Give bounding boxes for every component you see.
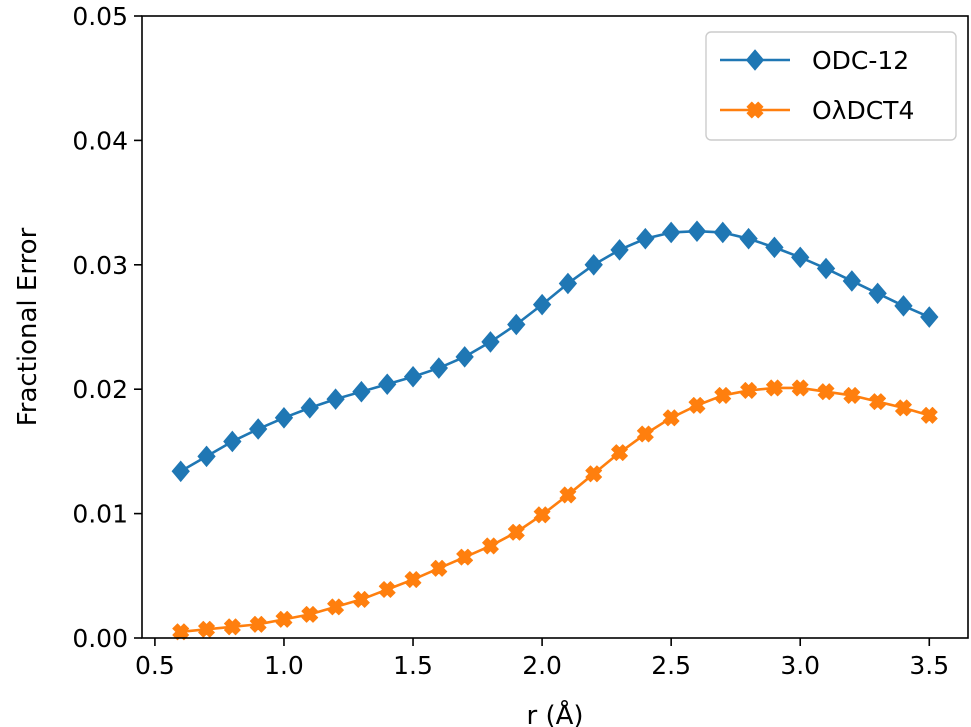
y-tick-label: 0.00 [72, 624, 128, 653]
data-point [869, 393, 887, 411]
data-point [920, 406, 938, 424]
data-point [482, 537, 499, 555]
data-point [843, 387, 861, 404]
data-point [300, 397, 319, 419]
data-point [817, 383, 835, 401]
series-line [180, 386, 930, 634]
data-point [533, 506, 551, 524]
series-1 [171, 220, 939, 483]
legend-marker [746, 101, 764, 119]
data-point [172, 623, 190, 641]
data-point [687, 220, 707, 242]
data-point [688, 396, 706, 414]
data-point [610, 239, 629, 261]
data-point [301, 605, 319, 623]
y-tick-label: 0.01 [72, 500, 128, 529]
x-tick-label: 3.5 [909, 651, 949, 680]
series-2 [172, 379, 938, 641]
data-point [326, 388, 345, 410]
data-point [249, 615, 267, 633]
data-point [378, 581, 396, 598]
data-point [352, 380, 371, 403]
data-point [507, 313, 526, 336]
data-point [197, 445, 216, 468]
y-axis-ticks: 0.00 0.01 0.02 0.03 0.04 0.05 [72, 2, 142, 653]
data-point [456, 548, 474, 566]
data-point [895, 399, 912, 417]
data-point [275, 610, 293, 628]
data-point [791, 246, 810, 269]
data-point [868, 282, 887, 305]
data-point [430, 559, 448, 577]
data-point [739, 227, 758, 250]
data-point [532, 293, 552, 316]
y-axis-label: Fractional Error [13, 227, 43, 426]
data-point [894, 295, 913, 317]
data-point [816, 257, 836, 280]
data-point [274, 407, 294, 429]
x-tick-label: 1.0 [264, 651, 304, 680]
series-layer [171, 220, 939, 641]
legend: ODC-12 OλDCT4 [705, 31, 957, 141]
data-point [791, 379, 809, 397]
data-point [584, 254, 603, 276]
data-point [713, 221, 732, 244]
data-point [403, 365, 423, 388]
data-point [507, 523, 525, 541]
data-point [249, 418, 268, 440]
data-point [559, 486, 577, 504]
data-point [842, 270, 861, 292]
data-point [481, 331, 500, 353]
x-axis-label: r (Å) [526, 699, 583, 727]
data-point [740, 382, 757, 399]
data-point [585, 465, 603, 483]
data-point [920, 306, 939, 328]
data-point [223, 430, 242, 453]
data-point [611, 444, 628, 462]
data-point [662, 221, 681, 244]
data-point [171, 460, 190, 483]
data-point [455, 346, 474, 368]
legend-label: ODC-12 [812, 46, 909, 75]
x-tick-label: 0.5 [135, 651, 175, 680]
data-point [636, 425, 654, 443]
y-tick-label: 0.02 [72, 375, 128, 404]
y-tick-label: 0.05 [72, 2, 128, 31]
data-point [404, 571, 422, 588]
x-tick-label: 3.0 [780, 651, 820, 680]
x-tick-label: 1.5 [393, 651, 433, 680]
legend-label: OλDCT4 [812, 96, 914, 125]
data-point [766, 379, 783, 397]
x-tick-label: 2.0 [522, 651, 562, 680]
data-point [353, 591, 370, 608]
data-point [662, 409, 680, 427]
data-point [714, 387, 732, 404]
plot-frame [141, 15, 969, 639]
data-point [636, 227, 655, 250]
x-tick-label: 2.5 [651, 651, 691, 680]
x-axis-ticks: 0.5 1.0 1.5 2.0 2.5 3.0 3.5 [135, 638, 949, 680]
y-tick-label: 0.04 [72, 126, 128, 155]
legend-marker [745, 49, 765, 71]
data-point [327, 598, 344, 616]
data-point [765, 236, 784, 259]
y-tick-label: 0.03 [72, 251, 128, 280]
data-point [223, 618, 241, 636]
data-point [429, 357, 448, 379]
data-point [558, 272, 578, 295]
data-point [378, 373, 397, 395]
series-line [180, 229, 930, 473]
